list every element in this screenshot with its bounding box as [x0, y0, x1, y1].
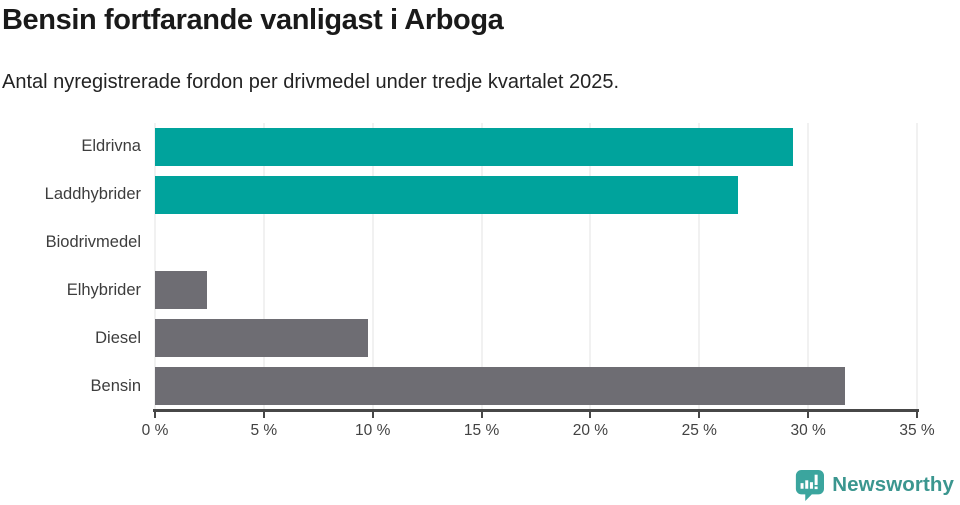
axis-tick: [154, 409, 156, 418]
axis-tick: [807, 409, 810, 418]
newsworthy-logo: Newsworthy: [794, 469, 954, 501]
gridline: [589, 123, 591, 410]
bar-laddhybrider: [155, 175, 739, 214]
bar-row: [155, 171, 917, 219]
axis-tick: [262, 409, 265, 418]
category-labels: Eldrivna Laddhybrider Biodrivmedel Elhybrid…: [0, 123, 141, 410]
bar-row: [155, 314, 917, 362]
axis-tick-label: 30 %: [790, 422, 826, 439]
plot-area: [154, 123, 918, 410]
category-label: Biodrivmedel: [45, 233, 141, 252]
axis-tick-label: 10 %: [355, 422, 391, 439]
bar-elhybrider: [155, 271, 208, 310]
category-label: Diesel: [95, 328, 141, 347]
axis-tick-label: 5 %: [250, 422, 278, 439]
category-label: Eldrivna: [81, 137, 141, 156]
axis-tick-label: 25 %: [681, 422, 717, 439]
newsworthy-icon: [794, 469, 825, 501]
axis-tick-label: 35 %: [899, 422, 935, 439]
x-axis-line: [153, 409, 919, 412]
gridline: [481, 123, 483, 410]
category-label: Elhybrider: [66, 280, 141, 299]
bar-diesel: [155, 319, 369, 358]
axis-tick-label: 0 %: [141, 422, 169, 439]
bar-row: [155, 362, 917, 410]
axis-tick-label: 20 %: [572, 422, 609, 439]
category-label: Laddhybrider: [44, 185, 141, 204]
gridline: [263, 123, 265, 410]
bar-eldrivna: [155, 127, 793, 166]
chart-title: Bensin fortfarande vanligast i Arboga: [2, 4, 504, 36]
bar-row: [155, 266, 917, 314]
axis-tick-label: 15 %: [463, 422, 500, 439]
bar-bensin: [155, 367, 846, 406]
axis-tick: [589, 409, 592, 418]
gridline: [372, 123, 374, 410]
gridline: [916, 123, 918, 410]
gridline: [698, 123, 700, 410]
gridline: [807, 123, 809, 410]
newsworthy-wordmark: Newsworthy: [832, 473, 954, 496]
axis-tick: [698, 409, 701, 418]
gridline: [154, 123, 156, 410]
chart-subtitle: Antal nyregistrerade fordon per drivmede…: [2, 71, 620, 93]
x-axis: 0 % 5 % 10 % 15 % 20 % 25 % 30 % 35 %: [142, 409, 935, 449]
axis-tick: [480, 409, 483, 418]
axis-tick: [371, 409, 374, 418]
bar-row: [155, 123, 917, 171]
axis-tick: [916, 409, 918, 418]
bar-row: [155, 219, 917, 267]
category-label: Bensin: [90, 376, 141, 395]
